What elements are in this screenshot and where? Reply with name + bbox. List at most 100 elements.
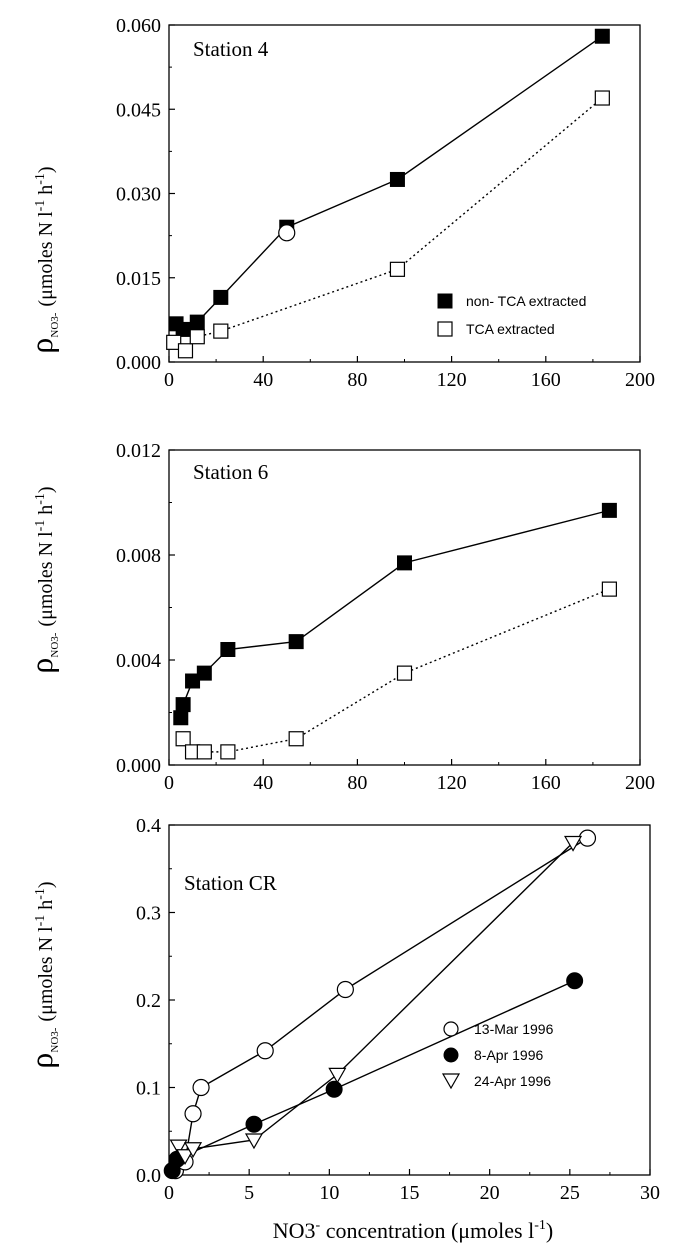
legend: non- TCA extracted TCA extracted <box>437 293 586 337</box>
data-point-square-open <box>175 731 191 747</box>
y-axis-label-rho: ρ <box>23 338 59 354</box>
series-line <box>180 509 610 718</box>
y-tick-label: 0.4 <box>136 815 161 837</box>
data-point-square-open <box>166 334 182 350</box>
legend-marker-8-apr <box>443 1047 459 1063</box>
data-point-square-open <box>389 261 406 277</box>
y-tick-label: 0.015 <box>116 268 161 290</box>
legend: 13-Mar 1996 8-Apr 1996 24-Apr 1996 <box>441 1021 554 1090</box>
series-line <box>175 35 603 331</box>
data-point-circle-open <box>578 829 597 847</box>
data-point-square-open <box>220 744 236 760</box>
x-axis-label: NO3- concentration (μmoles l-1) <box>273 1218 553 1243</box>
series-line <box>182 588 610 753</box>
data-point-square-open <box>601 581 617 597</box>
y-tick-label: 0.3 <box>136 903 161 925</box>
x-tick-label: 0 <box>164 772 174 794</box>
data-point-triangle-open <box>184 1142 203 1158</box>
data-point-square-open <box>177 343 194 359</box>
data-point-square-filled <box>288 634 304 650</box>
panel-title: Station 6 <box>193 460 268 484</box>
legend-label-13-mar: 13-Mar 1996 <box>474 1021 554 1037</box>
data-point-square-filled <box>389 171 405 187</box>
data-point-square-open <box>396 665 413 681</box>
y-axis-label-text: (μmoles N l <box>35 211 57 307</box>
svg-text:ρNO3-(μmoles N l-1 h-1): ρNO3-(μmoles N l-1 h-1) <box>23 166 61 353</box>
x-tick-label: 10 <box>319 1182 339 1204</box>
data-point-triangle-open <box>169 1139 188 1156</box>
y-tick-label: 0.0 <box>136 1165 161 1187</box>
legend-label-non-tca: non- TCA extracted <box>466 293 586 309</box>
y-axis-label: ρNO3-(μmoles N l-1 h-1) <box>23 166 61 353</box>
y-axis-label: ρNO3-(μmoles N l-1 h-1) <box>23 486 61 673</box>
x-tick-label: 5 <box>244 1182 254 1204</box>
y-tick-label: 0.1 <box>136 1078 161 1100</box>
data-point-square-filled <box>397 555 412 571</box>
data-point-circle-open <box>256 1042 274 1060</box>
data-point-circle-filled <box>566 972 584 990</box>
legend-marker-13-mar <box>443 1021 459 1037</box>
panel-station-4: 0 40 80 120 160 2000.0000.0150.0300.0450.060 … <box>116 15 655 391</box>
data-point-circle-open <box>336 980 354 999</box>
x-tick-label: 40 <box>253 369 273 391</box>
panel-station-6: 0 40 80 120 160 200 0.000 0.004 0.008 0.012 Stati… <box>116 440 655 794</box>
plot-frame <box>168 449 641 766</box>
panel-station-4-marks: 0 40 80 120 160 200 0.000 0.015 0.030 0.045 0.060 <box>116 15 655 391</box>
data-point-square-filled <box>196 665 212 681</box>
data-point-square-open <box>189 329 205 345</box>
data-point-circle-open <box>192 1078 210 1097</box>
data-point-square-filled <box>175 321 191 337</box>
y-tick-label: 0.045 <box>116 99 161 121</box>
data-point-square-filled <box>213 289 229 305</box>
data-point-square-open <box>196 744 212 760</box>
data-point-triangle-open <box>328 1067 347 1084</box>
series-line <box>173 97 603 352</box>
x-tick-label: 160 <box>531 772 561 794</box>
x-tick-label: 30 <box>640 1182 660 1204</box>
panel-title: Station CR <box>184 871 277 895</box>
y-tick-label: 0.004 <box>116 650 161 672</box>
x-tick-label: 25 <box>560 1182 580 1204</box>
svg-text:ρNO3-(μmoles N l-1 h-1): ρNO3-(μmoles N l-1 h-1) <box>23 881 61 1068</box>
x-tick-label: 40 <box>253 772 273 794</box>
y-tick-label: 0.000 <box>116 755 161 777</box>
y-tick-label: 0.2 <box>136 990 161 1012</box>
svg-text:ρNO3-(μmoles N l-1 h-1): ρNO3-(μmoles N l-1 h-1) <box>23 486 61 673</box>
y-tick-label: 0.060 <box>116 15 161 37</box>
x-tick-label: 120 <box>437 369 467 391</box>
x-tick-label: 200 <box>625 369 655 391</box>
legend-label-tca: TCA extracted <box>466 321 555 337</box>
data-point-square-open <box>288 731 304 747</box>
y-tick-label: 0.012 <box>116 440 161 462</box>
y-tick-label: 0.008 <box>116 545 161 567</box>
legend-marker-non-tca <box>437 293 453 309</box>
data-point-square-filled <box>175 697 191 713</box>
panel-station-cr: 0 5 10 15 20 25 30 0.0 0.1 0.2 0.3 0.4 Station CR 1… <box>136 815 660 1204</box>
x-tick-label: 0 <box>164 369 174 391</box>
data-point-triangle-open <box>564 835 583 852</box>
panel-title: Station 4 <box>193 37 269 61</box>
data-point-square-filled <box>220 642 236 657</box>
x-tick-label: 80 <box>347 772 367 794</box>
x-tick-label: 15 <box>400 1182 420 1204</box>
legend-label-24-apr: 24-Apr 1996 <box>474 1073 551 1089</box>
data-point-circle-open <box>278 224 296 242</box>
legend-label-8-apr: 8-Apr 1996 <box>474 1047 543 1063</box>
panel-station-cr-marks: 0 5 10 15 20 25 30 0.0 0.1 0.2 0.3 0.4 <box>136 815 660 1204</box>
legend-marker-tca <box>437 321 453 337</box>
data-point-square-filled <box>189 314 205 330</box>
y-tick-label: 0.000 <box>116 352 161 374</box>
data-point-triangle-open <box>244 1133 264 1150</box>
data-point-triangle-open <box>175 1149 195 1165</box>
y-axis-label: ρNO3-(μmoles N l-1 h-1) <box>23 881 61 1068</box>
x-tick-label: 0 <box>164 1182 174 1204</box>
x-tick-label: 80 <box>347 369 367 391</box>
data-point-circle-filled <box>325 1080 343 1098</box>
data-point-square-filled <box>173 710 189 726</box>
plot-frame <box>168 24 641 363</box>
panel-station-6-marks: 0 40 80 120 160 200 0.000 0.004 0.008 0.012 <box>116 440 655 794</box>
legend-marker-24-apr <box>441 1073 461 1090</box>
x-tick-label: 160 <box>531 369 561 391</box>
x-tick-label: 120 <box>437 772 467 794</box>
y-tick-label: 0.030 <box>116 184 161 206</box>
